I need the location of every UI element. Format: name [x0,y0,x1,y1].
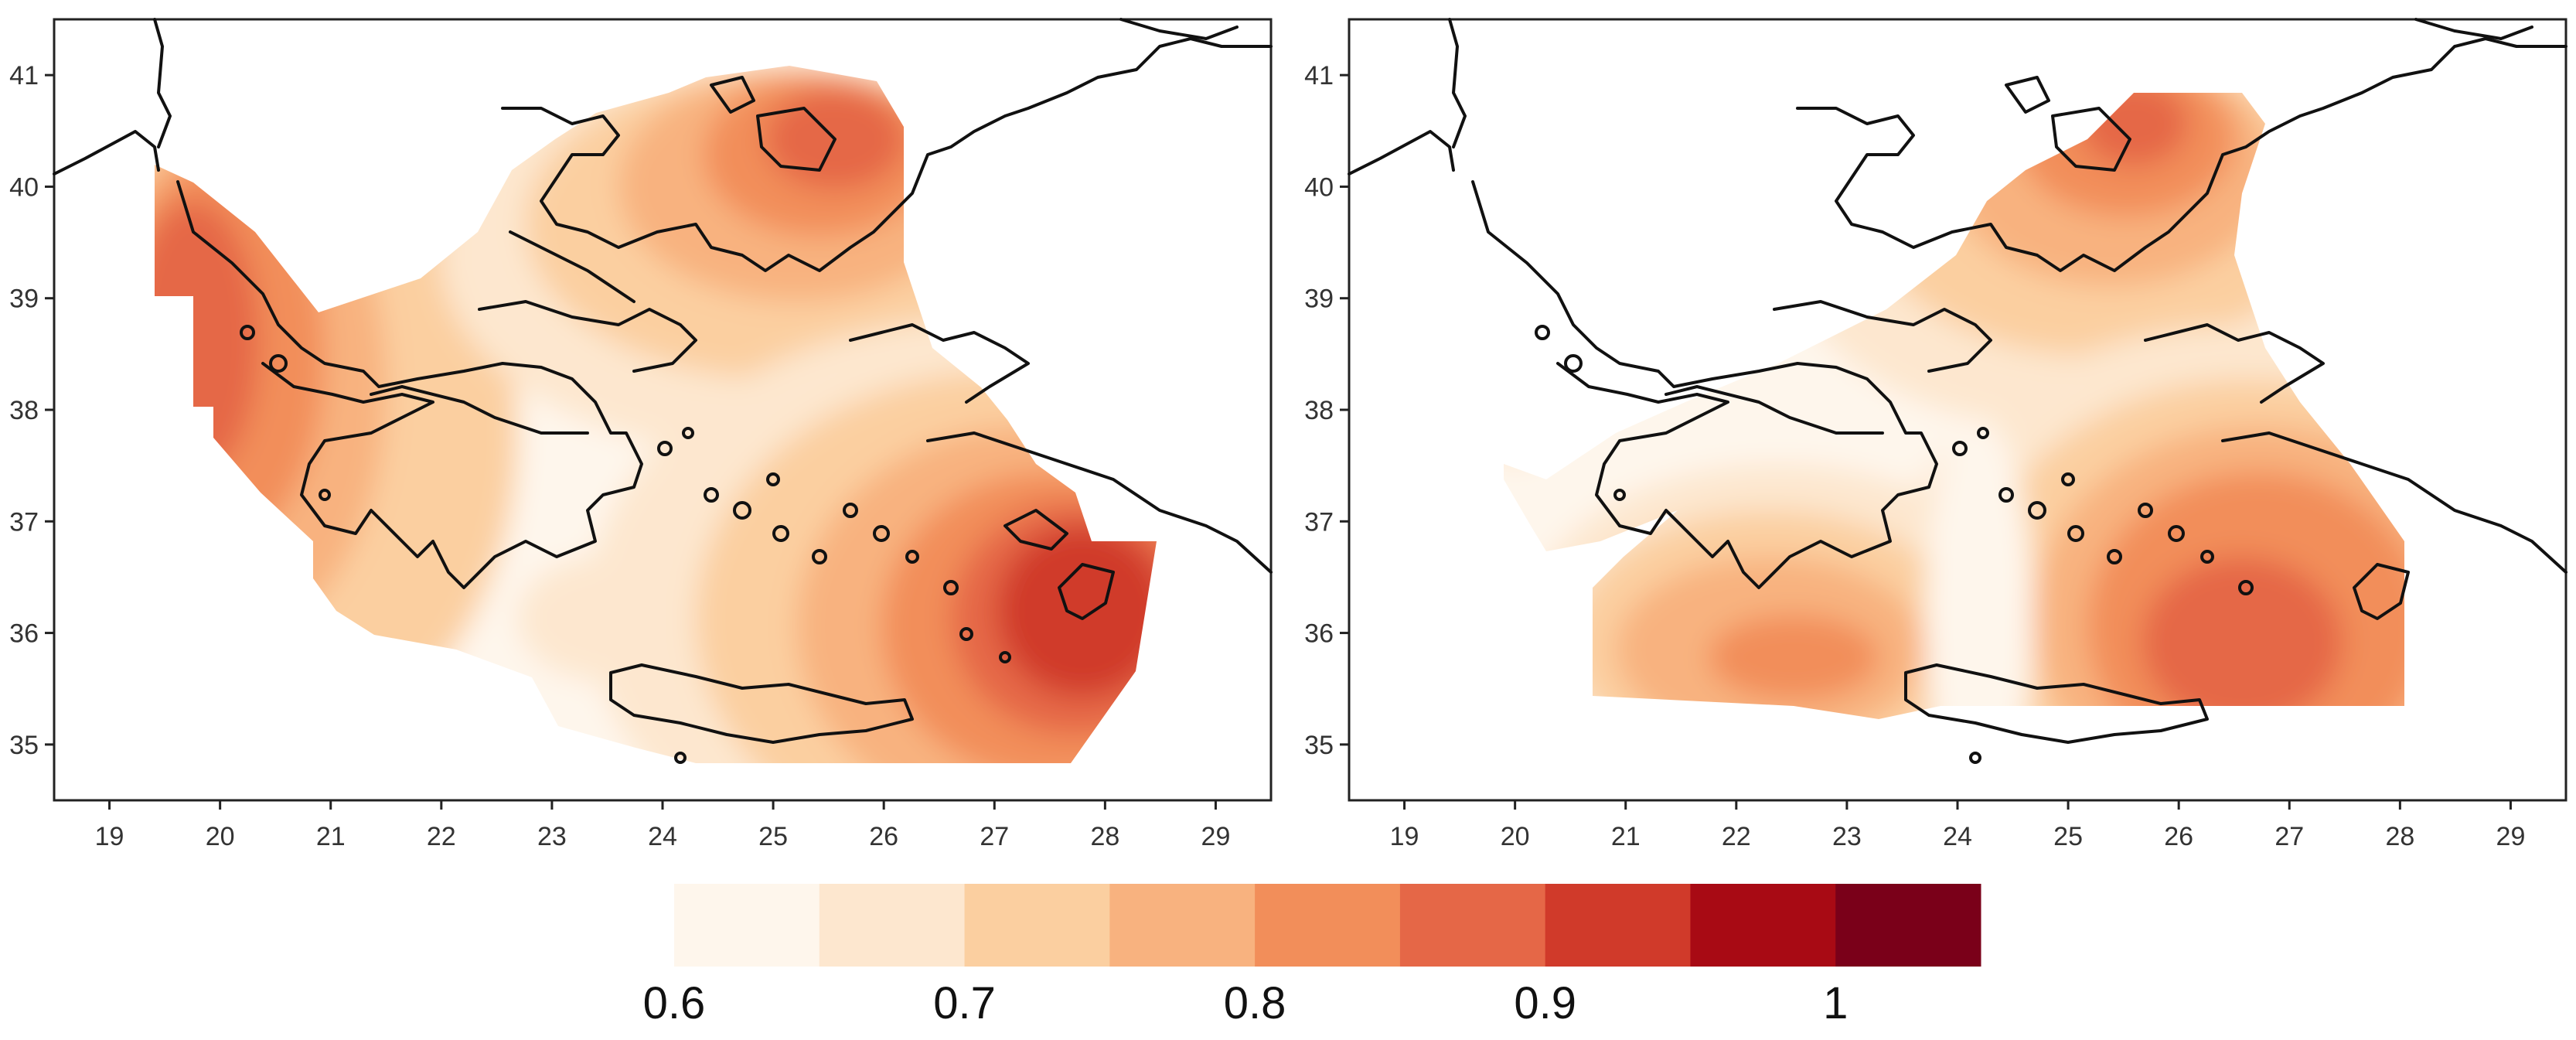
right-map: 19 20 21 22 23 24 25 26 27 28 29 35 36 37 38 39 40 41 [1304,18,2567,851]
left-map-y-axis: 35 36 37 38 39 40 41 [9,61,54,760]
colorbar: 0.6 0.7 0.8 0.9 1 [643,884,1981,1028]
right-map-x-axis: 19 20 21 22 23 24 25 26 27 28 29 [1390,800,2526,851]
right-x-tick-label: 23 [1832,822,1862,851]
colorbar-swatch [1690,884,1836,967]
left-x-tick-label: 29 [1201,822,1231,851]
left-map-contours [155,66,1157,763]
colorbar-swatch [964,884,1110,967]
right-map-y-axis: 35 36 37 38 39 40 41 [1304,61,1349,760]
left-y-tick-label: 36 [9,619,39,649]
left-x-tick-label: 28 [1090,822,1119,851]
right-y-tick-label: 36 [1304,619,1334,649]
left-y-tick-label: 37 [9,507,39,537]
left-y-tick-label: 40 [9,172,39,202]
colorbar-tick-label: 0.7 [933,978,996,1028]
left-x-tick-label: 25 [758,822,788,851]
colorbar-tick-label: 1 [1823,978,1848,1028]
colorbar-tick-label: 0.9 [1514,978,1576,1028]
right-x-tick-label: 29 [2496,822,2526,851]
colorbar-swatches [674,884,1981,967]
colorbar-swatch [1835,884,1981,967]
left-x-tick-label: 21 [316,822,346,851]
right-x-tick-label: 25 [2053,822,2083,851]
colorbar-ticks: 0.6 0.7 0.8 0.9 1 [643,978,1849,1028]
right-map-islands [1535,325,2254,764]
left-map-x-axis: 19 20 21 22 23 24 25 26 27 28 29 [95,800,1231,851]
left-x-tick-label: 26 [869,822,898,851]
right-x-tick-label: 24 [1943,822,1972,851]
colorbar-swatch [1109,884,1256,967]
right-y-tick-label: 38 [1304,396,1334,425]
left-map-coastlines [53,18,1273,744]
right-y-tick-label: 40 [1304,172,1334,202]
right-y-tick-label: 39 [1304,285,1334,314]
right-x-tick-label: 21 [1611,822,1641,851]
left-y-tick-label: 41 [9,61,39,90]
right-x-tick-label: 27 [2274,822,2304,851]
right-y-tick-label: 41 [1304,61,1334,90]
colorbar-swatch [819,884,966,967]
colorbar-tick-label: 0.8 [1224,978,1286,1028]
left-y-tick-label: 35 [9,731,39,760]
left-y-tick-label: 38 [9,396,39,425]
colorbar-tick-label: 0.6 [643,978,706,1028]
colorbar-swatch [1255,884,1401,967]
colorbar-swatch [1399,884,1546,967]
right-x-tick-label: 26 [2164,822,2193,851]
left-x-tick-label: 19 [95,822,124,851]
left-map-islands [240,325,1011,764]
left-y-tick-label: 39 [9,285,39,314]
right-map-contours [1504,93,2404,719]
right-map-coastlines [1348,18,2567,744]
colorbar-swatch [674,884,820,967]
left-x-tick-label: 24 [648,822,677,851]
left-map: 19 20 21 22 23 24 25 26 27 28 29 35 36 37 38 39 40 41 [9,18,1273,851]
left-x-tick-label: 27 [980,822,1009,851]
right-x-tick-label: 28 [2385,822,2414,851]
left-x-tick-label: 20 [206,822,235,851]
right-y-tick-label: 37 [1304,507,1334,537]
left-x-tick-label: 23 [537,822,567,851]
right-y-tick-label: 35 [1304,731,1334,760]
right-x-tick-label: 19 [1390,822,1419,851]
right-x-tick-label: 20 [1501,822,1530,851]
left-x-tick-label: 22 [427,822,456,851]
colorbar-swatch [1545,884,1691,967]
right-x-tick-label: 22 [1722,822,1751,851]
